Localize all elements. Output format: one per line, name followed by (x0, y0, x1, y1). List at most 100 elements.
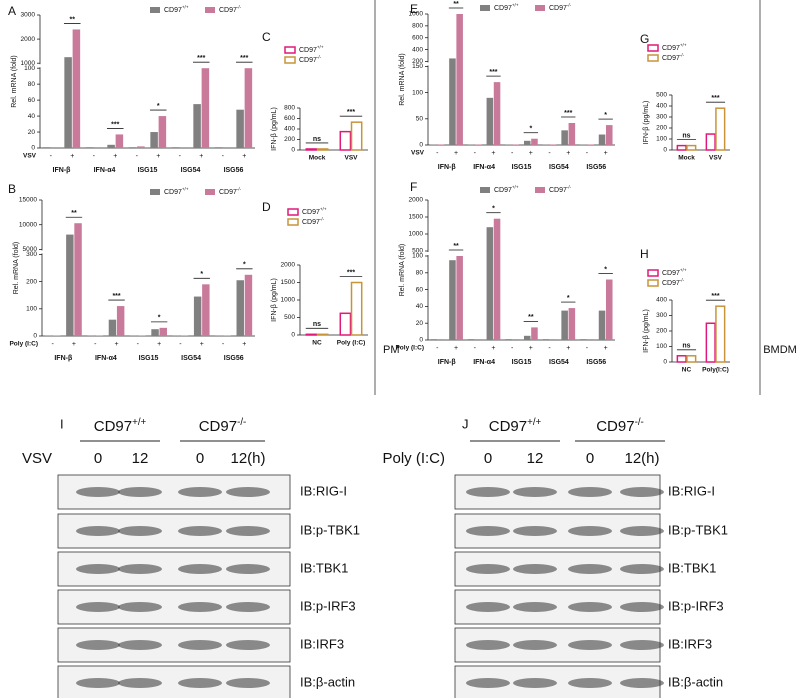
blot-band (76, 564, 120, 574)
treatment-label: VSV (411, 150, 425, 157)
axis-break (38, 250, 46, 254)
y-axis-label: IFN-β (pg/mL) (643, 309, 650, 353)
x-tick-label: - (511, 150, 514, 157)
bar (531, 327, 538, 340)
blot-band (226, 602, 270, 612)
significance-label: * (604, 112, 607, 119)
significance-label: ** (71, 210, 77, 217)
bar (128, 147, 137, 148)
bar (449, 58, 456, 145)
significance-label: *** (489, 69, 497, 76)
significance-label: * (529, 126, 532, 133)
blot-band (620, 526, 664, 536)
blot-band (568, 564, 612, 574)
bar (542, 144, 550, 145)
bar (686, 144, 697, 151)
y-tick-label: 400 (284, 126, 295, 133)
blot-band (466, 678, 510, 688)
superscript: -/- (237, 187, 242, 192)
bar (116, 306, 125, 336)
x-tick-label: + (242, 153, 246, 160)
blot-band (76, 678, 120, 688)
legend-label: CD97-/- (219, 5, 242, 14)
blot-band (513, 602, 557, 612)
x-tick-label: - (548, 150, 551, 157)
significance-label: ** (453, 1, 459, 8)
y-tick-label: 1500 (409, 214, 424, 221)
y-tick-label: 800 (412, 23, 423, 30)
time-label: 12 (132, 450, 149, 467)
group-label: ISG54 (181, 355, 201, 362)
significance-label: *** (347, 109, 355, 116)
bar (236, 109, 244, 148)
bar (180, 335, 189, 336)
bar (505, 144, 512, 145)
significance-label: ns (682, 343, 690, 350)
y-tick-label: 80 (28, 81, 36, 88)
bar (115, 134, 124, 148)
y-tick-label: 100 (412, 89, 423, 96)
x-tick-label: - (179, 341, 182, 348)
treatment-label: Poly (I:C) (395, 345, 424, 352)
bar (236, 280, 244, 336)
bar (449, 260, 456, 340)
superscript: +/+ (512, 185, 519, 190)
y-tick-label: 100 (26, 306, 37, 313)
bar (437, 339, 445, 340)
x-tick-label: + (454, 345, 458, 352)
name: CD97 (549, 5, 567, 12)
time-label: 0 (94, 450, 102, 467)
y-tick-label: 40 (28, 113, 36, 120)
panel-label: B (8, 182, 16, 196)
significance-label: ns (682, 132, 690, 139)
legend-swatch (647, 279, 659, 287)
bar (715, 305, 726, 363)
bar (587, 144, 594, 145)
y-tick-label: 60 (416, 286, 424, 293)
name: CD97 (662, 280, 680, 287)
y-tick-label: 1500 (281, 279, 296, 286)
y-tick-label: 300 (656, 312, 667, 319)
y-tick-label: 20 (416, 320, 424, 327)
bar (549, 339, 557, 340)
superscript: +/+ (680, 268, 687, 273)
legend-swatch (205, 7, 215, 13)
band-label: IB:β-actin (668, 674, 723, 689)
group-label: IFN-β (54, 355, 73, 362)
significance-label: * (158, 315, 161, 322)
group-label: ISG56 (224, 355, 244, 362)
y-tick-label: 200 (656, 328, 667, 335)
panel-label: G (640, 32, 649, 46)
legend-swatch (287, 218, 299, 226)
bar (339, 130, 352, 151)
band-label: IB:p-TBK1 (668, 522, 728, 537)
x-tick-label: - (511, 345, 514, 352)
group-label: IFN-β (438, 359, 457, 366)
x-tick-label: - (548, 345, 551, 352)
legend-swatch (535, 187, 545, 193)
superscript: +/+ (320, 207, 327, 212)
blot-band (178, 602, 222, 612)
y-tick-label: 200 (412, 58, 423, 65)
bar (180, 147, 188, 148)
bar (171, 147, 180, 148)
x-tick-label: + (566, 150, 570, 157)
x-tick-label: + (491, 150, 495, 157)
bar (64, 57, 72, 148)
bar (475, 144, 482, 145)
superscript: -/- (567, 185, 572, 190)
group-label: ISG56 (586, 359, 606, 366)
y-tick-label: 500 (284, 314, 295, 321)
bar (107, 144, 115, 148)
legend-label: CD97+/+ (494, 185, 519, 194)
bar (531, 138, 538, 145)
bar (475, 339, 482, 340)
superscript: -/- (680, 53, 685, 58)
bar (85, 147, 94, 148)
x-tick-label: Poly (I:C) (337, 340, 366, 347)
x-tick-label: + (72, 341, 76, 348)
significance-label: ns (313, 321, 321, 328)
x-tick-label: NC (682, 367, 692, 374)
axis-break (36, 64, 44, 68)
blot-band (620, 678, 664, 688)
